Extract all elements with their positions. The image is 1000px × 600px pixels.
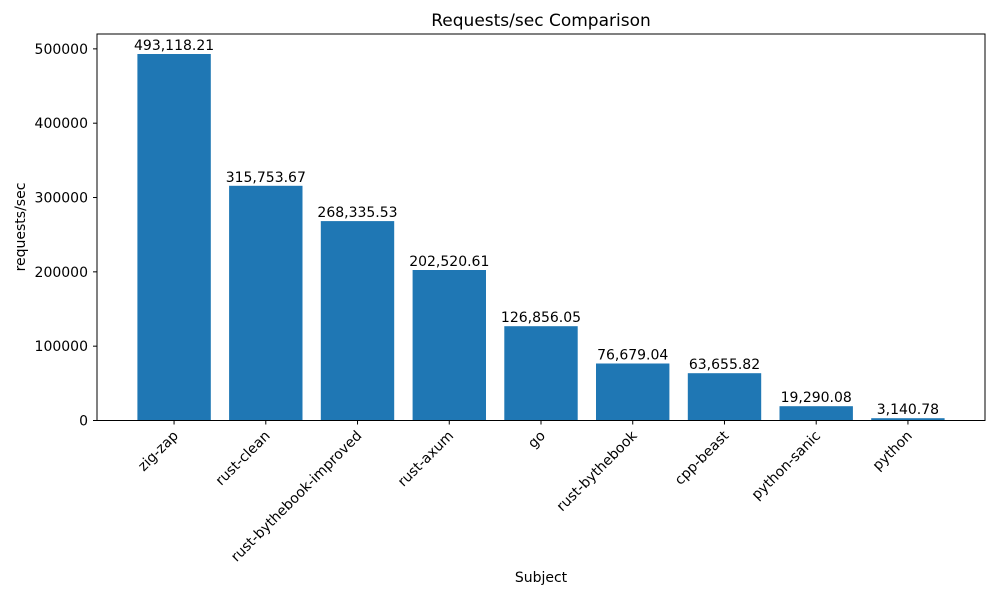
bar [229,185,303,421]
x-tick-label: rust-axum [395,428,457,490]
bar-value-label: 19,290.08 [781,390,852,406]
bar [596,363,670,421]
y-tick-label: 0 [79,414,88,430]
bar-value-label: 126,856.05 [501,310,581,326]
x-tick-label: go [525,428,549,452]
y-axis-label: requests/sec [13,183,29,272]
bar-value-label: 493,118.21 [134,38,214,54]
bar-value-label: 315,753.67 [226,170,306,186]
y-tick-label: 200000 [35,265,88,281]
bar-value-label: 63,655.82 [689,357,760,373]
y-tick-label: 400000 [35,116,88,132]
x-tick-label: rust-clean [213,428,274,489]
y-tick-label: 300000 [35,191,88,207]
y-tick-label: 100000 [35,339,88,355]
plot-area: 493,118.21 315,753.67 268,335.53 202,520.61… [35,33,986,565]
bar [504,326,578,421]
x-tick-label: python [870,428,916,474]
x-tick-label: zig-zap [135,428,182,475]
x-tick-label: cpp-beast [672,428,733,489]
bar [412,270,486,421]
bar-value-label: 268,335.53 [317,205,397,221]
bar [320,221,395,421]
x-axis-label: Subject [515,570,568,586]
bar [687,373,762,421]
bar [871,418,945,421]
bar [779,406,853,421]
chart-title: Requests/sec Comparison [431,11,651,31]
x-tick-label: python-sanic [749,428,824,503]
bar-value-label: 76,679.04 [597,348,668,364]
bar-value-label: 202,520.61 [409,254,489,270]
x-tick-label: rust-bythebook [554,427,641,514]
bar [137,54,211,421]
bar-value-label: 3,140.78 [877,402,939,418]
axes-spines [96,33,986,421]
y-tick-label: 500000 [35,42,88,58]
